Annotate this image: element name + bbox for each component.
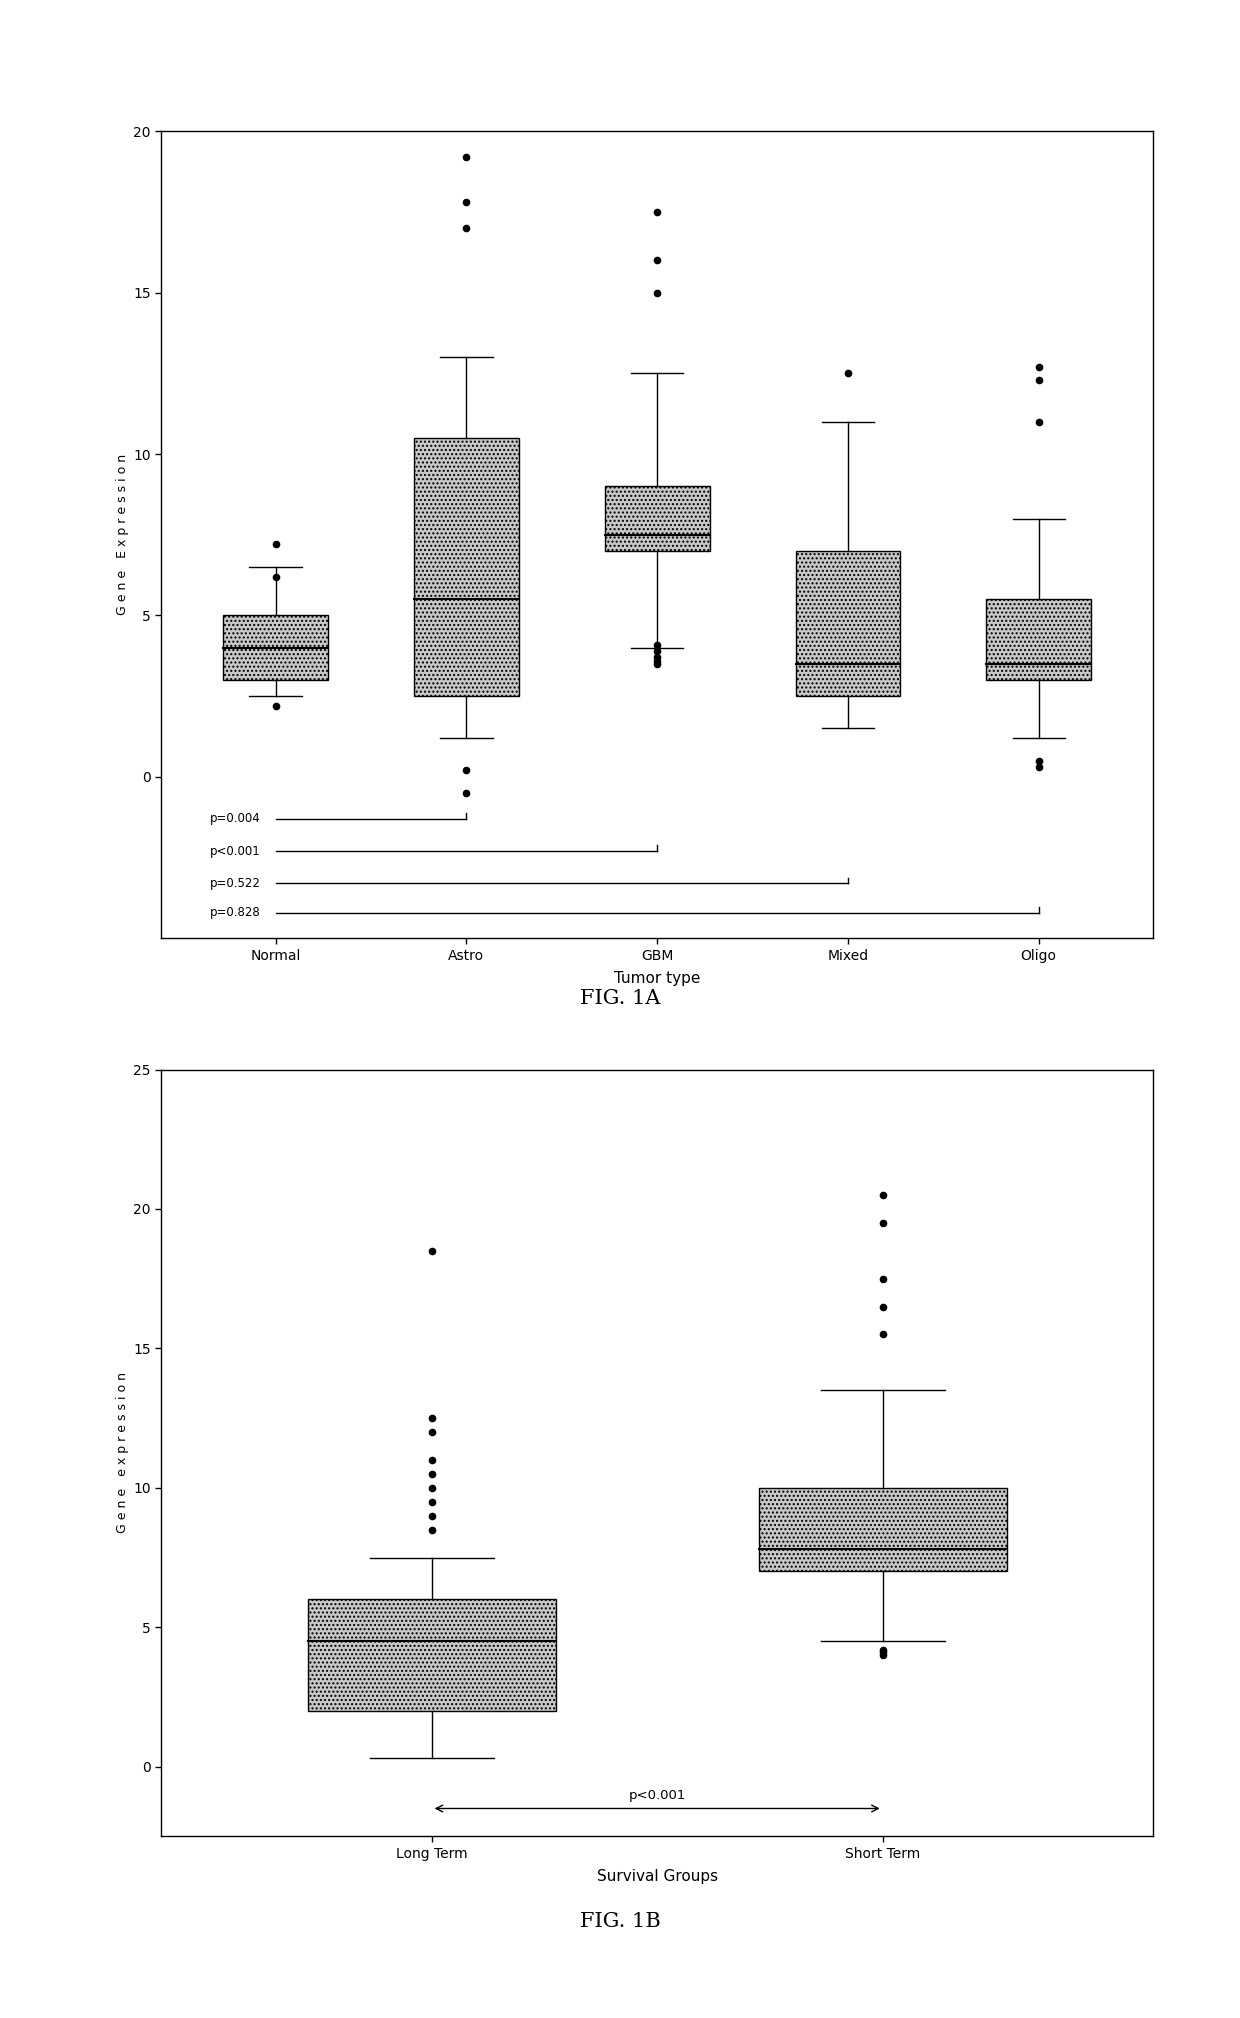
Bar (759, 1487, 1007, 1572)
Text: p<0.001: p<0.001 (210, 846, 260, 858)
X-axis label: Survival Groups: Survival Groups (596, 1869, 718, 1885)
Text: p=0.004: p=0.004 (210, 813, 260, 825)
Bar (223, 615, 329, 680)
Y-axis label: G e n e   e x p r e s s i o n: G e n e e x p r e s s i o n (115, 1372, 129, 1534)
Text: FIG. 1B: FIG. 1B (579, 1911, 661, 1931)
Y-axis label: G e n e   E x p r e s s i o n: G e n e E x p r e s s i o n (115, 454, 129, 615)
Text: p=0.522: p=0.522 (210, 878, 260, 890)
Text: p<0.001: p<0.001 (629, 1788, 686, 1802)
Text: p=0.828: p=0.828 (210, 906, 260, 918)
Bar (986, 599, 1091, 680)
X-axis label: Tumor type: Tumor type (614, 971, 701, 987)
Bar (308, 1600, 556, 1711)
Bar (414, 438, 518, 696)
Text: FIG. 1A: FIG. 1A (580, 989, 660, 1009)
Bar (796, 551, 900, 696)
Bar (605, 486, 709, 551)
